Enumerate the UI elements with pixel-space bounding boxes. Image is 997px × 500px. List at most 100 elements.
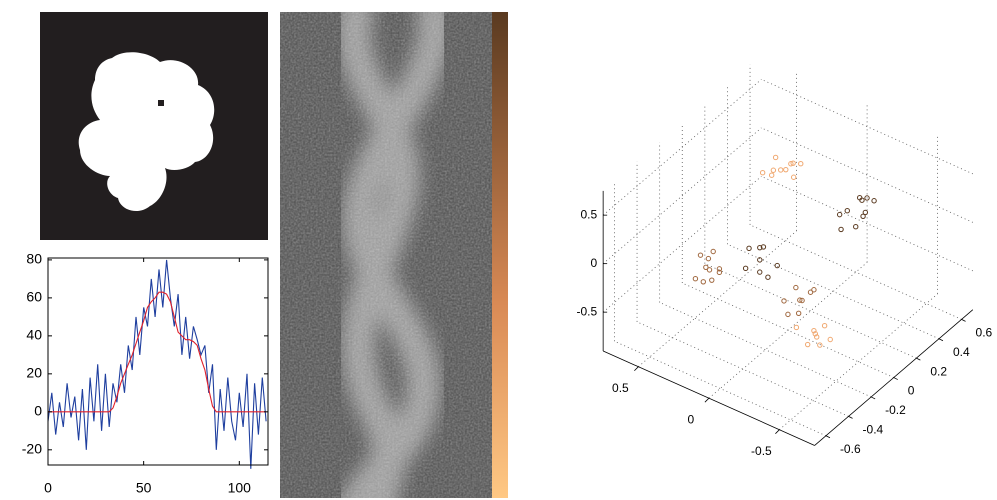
plot-area [48, 258, 268, 465]
grid-line [761, 175, 974, 272]
scatter-point [812, 331, 818, 337]
y-tick-label: 20 [26, 365, 42, 381]
grid-line [749, 224, 962, 320]
y-tick-label: -0.6 [840, 442, 861, 456]
scatter-point [797, 297, 803, 303]
scatter-point [705, 255, 712, 262]
colorbar [492, 12, 508, 498]
x-tick-label: 0 [44, 480, 52, 496]
y-tick [916, 357, 921, 361]
scatter-point [811, 327, 817, 334]
grid-line [727, 243, 940, 340]
scatter-point [785, 311, 791, 318]
x-tick [634, 366, 639, 371]
scatter-point [793, 284, 799, 291]
scatter-point [838, 226, 844, 233]
scatter-point [817, 342, 823, 348]
grid-line [779, 293, 938, 431]
x-tick [704, 397, 710, 403]
scatter-point [716, 269, 723, 276]
y-tick-label: 0 [908, 384, 915, 398]
scatter-point [757, 269, 763, 275]
scatter-point [774, 262, 780, 269]
y-tick-label: -20 [22, 441, 42, 457]
scatter-point [860, 213, 866, 220]
kymograph [280, 12, 492, 498]
axes-box [47, 257, 269, 466]
scatter-point [768, 172, 775, 178]
y-tick-label: 0.4 [953, 345, 970, 359]
y-tick [961, 318, 966, 322]
scatter-point [793, 324, 800, 331]
scatter-point [859, 197, 865, 203]
scatter-point [778, 167, 784, 173]
scatter-point [757, 244, 763, 251]
y-tick [893, 377, 898, 380]
z-tick-label: 0 [590, 256, 597, 270]
scatter-point [692, 276, 699, 282]
scatter-point [697, 252, 704, 258]
grid-line [638, 230, 797, 368]
scatter-point [790, 160, 796, 166]
scatter-point [746, 245, 752, 252]
x-tick-label: 0.5 [612, 381, 629, 395]
grid-line [708, 262, 868, 399]
scatter-point [760, 244, 767, 250]
scatter-point [853, 223, 859, 230]
scatter-point [710, 248, 716, 255]
scatter-point [788, 161, 794, 167]
y-tick [938, 338, 944, 342]
scatter-point [716, 266, 723, 272]
scatter-point [807, 289, 814, 295]
scatter-point [765, 274, 771, 280]
image-noise [280, 12, 492, 498]
y-tick [870, 396, 876, 400]
scatter-point [759, 169, 766, 176]
mask-blob [78, 52, 215, 212]
scatter-point [770, 167, 777, 173]
scatter-point [781, 298, 787, 304]
grid-line [614, 340, 827, 437]
scatter-point [821, 323, 828, 329]
y-tick-label: 0 [34, 403, 42, 419]
data-line [48, 291, 267, 413]
grid-line [761, 78, 974, 175]
scatter-point [700, 279, 706, 285]
scatter-point [772, 154, 779, 161]
z-tick-label: -0.5 [576, 304, 597, 318]
scatter-point [864, 195, 870, 201]
scatter-point [804, 341, 811, 348]
scatter-point [790, 174, 797, 180]
y-tick-label: 40 [26, 327, 42, 343]
y-tick [825, 435, 831, 439]
line-plot: 0 50 100 -20 0 20 40 60 80 [22, 251, 269, 496]
scatter-point [742, 265, 749, 272]
x-tick-label: 100 [228, 480, 252, 496]
grid-line [704, 263, 917, 359]
scatter-point [798, 161, 804, 167]
z-tick-label: 0.5 [580, 207, 597, 221]
scatter-point [703, 264, 709, 271]
x-tick-label: 50 [136, 480, 152, 496]
grid-line [659, 302, 872, 398]
x-tick-label: -0.5 [751, 444, 772, 458]
x-tick [775, 429, 780, 434]
x-tick-label: 0 [688, 412, 695, 426]
y-tick [848, 415, 853, 419]
scatter-point [862, 209, 869, 216]
scatter3d-plot: -0.500.5-0.6-0.4-0.200.20.40.6-0.500.5 [576, 64, 993, 458]
grid-line [602, 176, 762, 313]
scatter-point [783, 166, 789, 173]
scatter-point [814, 334, 820, 340]
grid-line [602, 79, 762, 216]
data-line [47, 259, 267, 469]
scatter-point [706, 267, 713, 273]
scatter-point [836, 211, 843, 218]
y-tick-label: -0.2 [885, 403, 906, 417]
scatter-point [795, 310, 802, 317]
mask-hole [158, 100, 164, 106]
scatter-point [757, 257, 763, 263]
scatter-point [871, 198, 877, 204]
